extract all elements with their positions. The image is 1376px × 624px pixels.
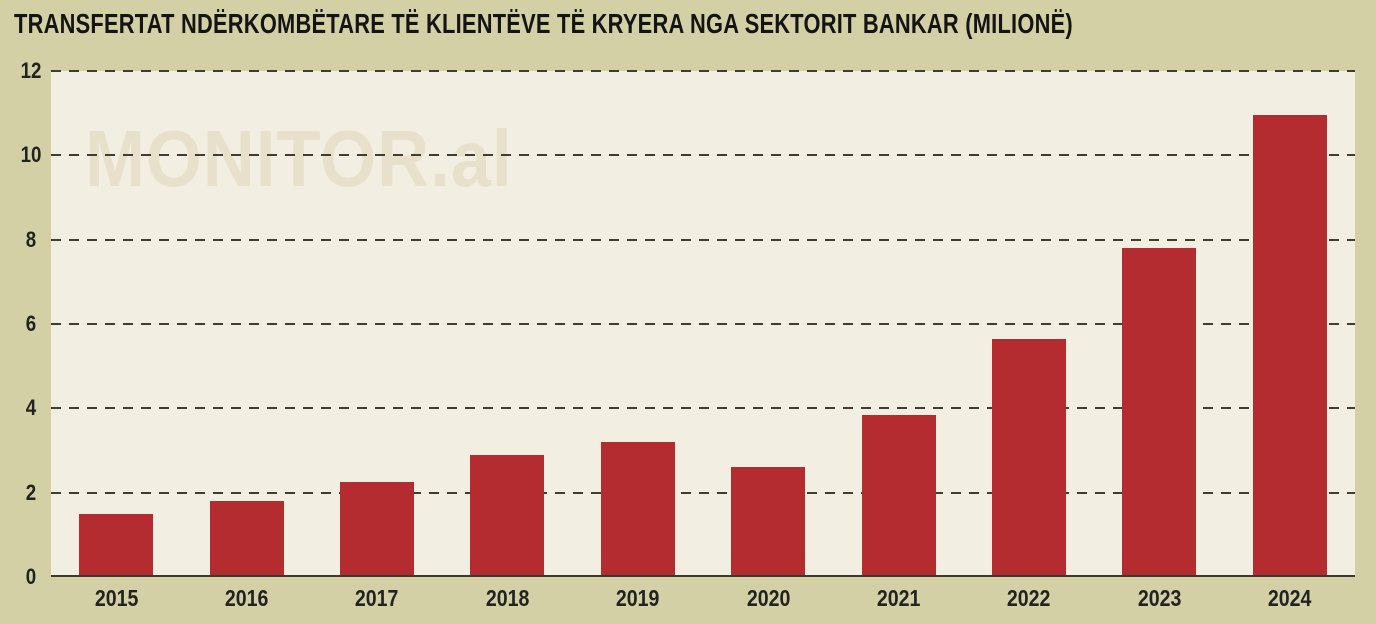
x-tick-2018: 2018 xyxy=(485,584,530,611)
x-slot-2017: 2017 xyxy=(312,583,442,613)
x-slot-2020: 2020 xyxy=(703,583,833,613)
bar-slot-2017 xyxy=(312,71,442,577)
gridline-2 xyxy=(51,491,1355,494)
y-tick-12: 12 xyxy=(20,58,42,83)
y-tick-8: 8 xyxy=(25,226,37,252)
x-tick-2024: 2024 xyxy=(1268,584,1312,611)
bar-slot-2024 xyxy=(1225,71,1355,577)
x-tick-2022: 2022 xyxy=(1007,584,1051,611)
bar-slot-2015 xyxy=(51,71,181,577)
bar-slot-2019 xyxy=(573,71,703,577)
bar-slot-2023 xyxy=(1094,71,1224,577)
gridline-10 xyxy=(51,154,1355,157)
x-slot-2016: 2016 xyxy=(181,583,311,613)
y-tick-0: 0 xyxy=(25,564,37,589)
bar-2015 xyxy=(79,513,154,577)
bar-2020 xyxy=(731,467,806,577)
gridline-4 xyxy=(51,407,1355,410)
x-axis-line xyxy=(51,575,1355,577)
x-tick-2015: 2015 xyxy=(94,584,138,611)
x-axis-labels: 2015 2016 2017 2018 2019 2020 2021 2022 2023 2024 xyxy=(51,583,1355,613)
bar-2017 xyxy=(340,482,415,577)
x-tick-2021: 2021 xyxy=(876,584,921,611)
y-axis-labels: 0 2 4 6 8 10 12 xyxy=(0,0,62,624)
y-tick-6: 6 xyxy=(25,311,37,336)
plot-area: MONITOR.al xyxy=(51,70,1355,577)
x-slot-2019: 2019 xyxy=(573,583,703,613)
bar-2024 xyxy=(1252,115,1327,577)
x-slot-2018: 2018 xyxy=(442,583,572,613)
y-tick-4: 4 xyxy=(25,395,37,421)
x-tick-2020: 2020 xyxy=(746,584,790,611)
watermark: MONITOR.al xyxy=(85,117,560,201)
chart-title: TRANSFERTAT NDËRKOMBËTARE TË KLIENTËVE T… xyxy=(14,9,1372,39)
y-tick-2: 2 xyxy=(25,479,37,505)
x-tick-2019: 2019 xyxy=(616,584,660,611)
x-tick-2023: 2023 xyxy=(1137,584,1182,611)
y-tick-10: 10 xyxy=(20,142,42,168)
gridline-12 xyxy=(51,70,1355,72)
x-slot-2023: 2023 xyxy=(1094,583,1224,613)
chart-title-text: TRANSFERTAT NDËRKOMBËTARE TË KLIENTËVE T… xyxy=(14,8,1073,39)
bar-slot-2018 xyxy=(442,71,572,577)
bar-2018 xyxy=(470,454,545,577)
bar-2019 xyxy=(600,442,675,577)
bar-2022 xyxy=(992,338,1067,577)
bar-2023 xyxy=(1122,248,1197,577)
x-slot-2021: 2021 xyxy=(833,583,963,613)
gridline-6 xyxy=(51,323,1355,325)
x-slot-2022: 2022 xyxy=(964,583,1094,613)
x-slot-2024: 2024 xyxy=(1225,583,1355,613)
x-slot-2015: 2015 xyxy=(51,583,181,613)
bar-2021 xyxy=(861,414,936,577)
x-tick-2016: 2016 xyxy=(224,584,269,611)
bar-slot-2022 xyxy=(964,71,1094,577)
bar-slot-2020 xyxy=(703,71,833,577)
bar-slot-2016 xyxy=(181,71,311,577)
bars-row xyxy=(51,71,1355,577)
watermark-text: MONITOR.al xyxy=(85,114,513,203)
x-tick-2017: 2017 xyxy=(355,584,399,611)
bar-2016 xyxy=(209,501,284,577)
bar-slot-2021 xyxy=(833,71,963,577)
gridline-8 xyxy=(51,238,1355,241)
